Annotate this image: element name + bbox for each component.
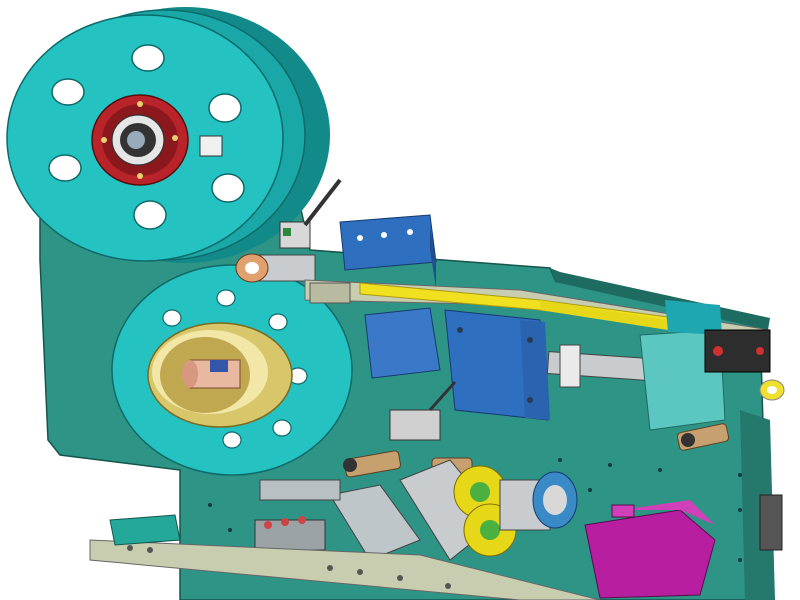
reel-holes (48, 44, 245, 230)
reel-hub (91, 94, 189, 186)
brake-tab (199, 135, 223, 157)
rewind-core (147, 322, 293, 428)
small-sensor (389, 381, 457, 441)
purple-motor (584, 500, 716, 599)
plate-lower-extension (740, 410, 775, 600)
base-rail (89, 514, 601, 600)
valve-bracket (639, 300, 785, 431)
blue-mounting-blocks (339, 214, 550, 421)
peel-plate-assembly (304, 279, 771, 346)
rewind-wheel (111, 264, 353, 476)
applicator-rollers (399, 459, 578, 561)
right-edge-bracket (759, 494, 783, 551)
guide-roller (235, 253, 316, 283)
linear-cylinder (546, 344, 650, 388)
label-sensor (279, 178, 342, 249)
supply-reel (6, 7, 330, 263)
pneumatic-manifold (254, 479, 421, 561)
plate-bolts (208, 458, 742, 562)
